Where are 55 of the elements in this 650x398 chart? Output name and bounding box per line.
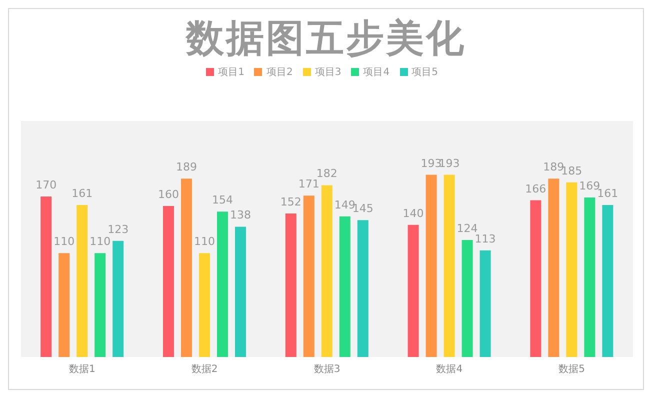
data-label: 113 [474, 232, 496, 246]
bar [94, 253, 106, 357]
bar [216, 212, 228, 357]
x-tick-label: 数据2 [191, 363, 218, 376]
x-tick-label: 数据5 [558, 363, 585, 376]
bar [548, 178, 560, 357]
bar [602, 205, 614, 357]
bar [444, 174, 455, 357]
bar [426, 174, 437, 357]
data-label: 182 [316, 167, 338, 180]
bar [58, 253, 70, 357]
data-label: 110 [90, 235, 111, 248]
data-label: 110 [194, 235, 215, 248]
data-label: 154 [212, 194, 233, 207]
data-label: 123 [108, 222, 129, 236]
data-label: 124 [456, 222, 478, 235]
bar [321, 185, 332, 357]
bar [234, 226, 246, 357]
data-label: 171 [298, 178, 320, 191]
data-label: 110 [54, 235, 75, 248]
legend-label: 项目1 [218, 67, 244, 78]
bar [480, 250, 491, 357]
data-label: 149 [334, 198, 356, 212]
bar [180, 178, 192, 357]
data-label: 166 [525, 182, 546, 196]
bar [566, 182, 578, 357]
bar [303, 196, 314, 357]
chart-title: 数据图五步美化 [184, 15, 467, 61]
bar [462, 240, 473, 357]
bar [162, 206, 174, 357]
bar [584, 197, 596, 357]
bar [357, 220, 368, 357]
legend-label: 项目2 [266, 67, 293, 78]
legend-label: 项目4 [363, 67, 390, 78]
x-tick-label: 数据1 [69, 363, 96, 376]
bar [198, 253, 210, 357]
legend-label: 项目3 [314, 67, 342, 78]
data-label: 170 [36, 178, 57, 192]
data-label: 140 [402, 206, 424, 220]
x-tick-label: 数据4 [436, 363, 463, 376]
data-label: 189 [543, 160, 564, 174]
data-label: 189 [176, 160, 197, 174]
bar [339, 216, 350, 357]
legend-label: 项目5 [412, 67, 438, 78]
bar [76, 205, 88, 357]
data-label: 160 [158, 188, 179, 201]
bar [112, 240, 124, 357]
bar [408, 224, 419, 357]
bar [40, 196, 52, 357]
data-label: 138 [230, 208, 251, 222]
x-tick-label: 数据3 [314, 363, 340, 376]
data-label: 161 [72, 187, 93, 200]
data-label: 152 [280, 196, 302, 209]
bar [285, 214, 296, 357]
bar [530, 200, 542, 357]
